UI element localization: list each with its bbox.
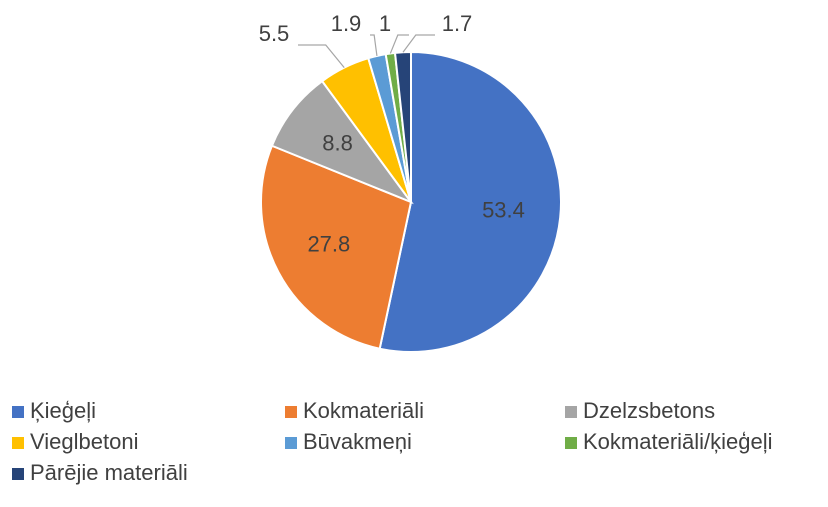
- leader-line: [389, 34, 409, 54]
- legend-swatch: [285, 437, 297, 449]
- legend-label: Kokmateriāli/ķieģeļi: [583, 429, 773, 454]
- leader-line: [298, 44, 345, 69]
- pie-slice: [393, 50, 412, 203]
- data-label: 27.8: [307, 231, 350, 256]
- legend-label: Pārējie materiāli: [30, 460, 188, 485]
- legend-swatch: [12, 406, 24, 418]
- data-label: 53.4: [482, 198, 525, 223]
- pie-slice: [378, 50, 562, 353]
- leader-line: [402, 34, 435, 53]
- data-label: 8.8: [322, 131, 353, 156]
- legend-swatch: [12, 437, 24, 449]
- legend-label: Kokmateriāli: [303, 398, 424, 423]
- pie-slice: [260, 144, 413, 350]
- pie-slice: [270, 79, 414, 205]
- legend-swatch: [565, 406, 577, 418]
- legend-swatch: [285, 406, 297, 418]
- data-label: 5.5: [259, 21, 290, 46]
- legend-swatch: [565, 437, 577, 449]
- legend-label: Ķieģeļi: [30, 398, 96, 423]
- legend-label: Vieglbetoni: [30, 429, 138, 454]
- legend-label: Būvakmeņi: [303, 429, 412, 454]
- legend-swatch: [12, 468, 24, 480]
- leader-line: [370, 34, 378, 56]
- legend-label: Dzelzsbetons: [583, 398, 715, 423]
- data-label: 1.7: [442, 11, 473, 36]
- data-label: 1: [379, 11, 391, 36]
- data-label: 1.9: [331, 11, 362, 36]
